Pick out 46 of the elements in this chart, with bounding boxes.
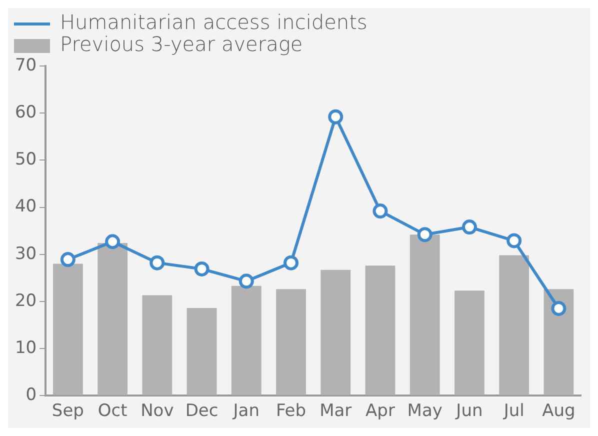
y-tick-label: 40 <box>14 196 37 217</box>
bar <box>454 290 484 396</box>
point <box>506 233 522 248</box>
y-tick-label: 50 <box>14 150 37 170</box>
point <box>284 255 299 270</box>
bar <box>544 289 574 396</box>
x-tick-label: Jun <box>455 401 483 422</box>
point <box>60 252 76 268</box>
x-tick-label: May <box>407 401 442 422</box>
y-tick-label: 10 <box>14 338 37 358</box>
bar <box>231 286 262 396</box>
x-tick-label: Apr <box>366 401 395 422</box>
bar <box>186 308 217 396</box>
bar <box>98 243 128 396</box>
point <box>328 109 344 124</box>
x-tick-label: Oct <box>98 401 128 422</box>
y-tick-label: 30 <box>14 244 37 264</box>
y-tick-label: 70 <box>14 55 37 76</box>
point <box>462 220 477 235</box>
bar <box>320 270 351 396</box>
point <box>150 255 165 270</box>
legend-label: Humanitarian access incidents <box>60 10 368 34</box>
bar <box>410 234 440 396</box>
y-tick-label: 20 <box>14 290 37 311</box>
point <box>551 300 566 316</box>
bar <box>276 289 306 396</box>
bar <box>365 266 396 396</box>
bar <box>499 255 530 396</box>
y-tick-label: 60 <box>14 102 37 123</box>
x-tick-label: Sep <box>52 401 84 422</box>
point <box>372 204 388 219</box>
x-tick-label: Feb <box>276 401 306 422</box>
x-tick-label: Mar <box>320 401 352 422</box>
point <box>417 227 432 242</box>
y-tick-label: 0 <box>26 385 37 406</box>
point <box>238 274 254 289</box>
legend-label: Previous 3-year average <box>60 32 303 56</box>
bar <box>142 295 172 396</box>
bar <box>52 264 83 396</box>
x-tick-label: Aug <box>542 401 576 422</box>
x-tick-label: Jul <box>502 401 524 422</box>
x-tick-label: Jan <box>232 401 260 422</box>
x-tick-label: Nov <box>140 401 174 422</box>
x-tick-label: Dec <box>185 401 218 422</box>
point <box>194 261 210 276</box>
point <box>105 234 120 250</box>
